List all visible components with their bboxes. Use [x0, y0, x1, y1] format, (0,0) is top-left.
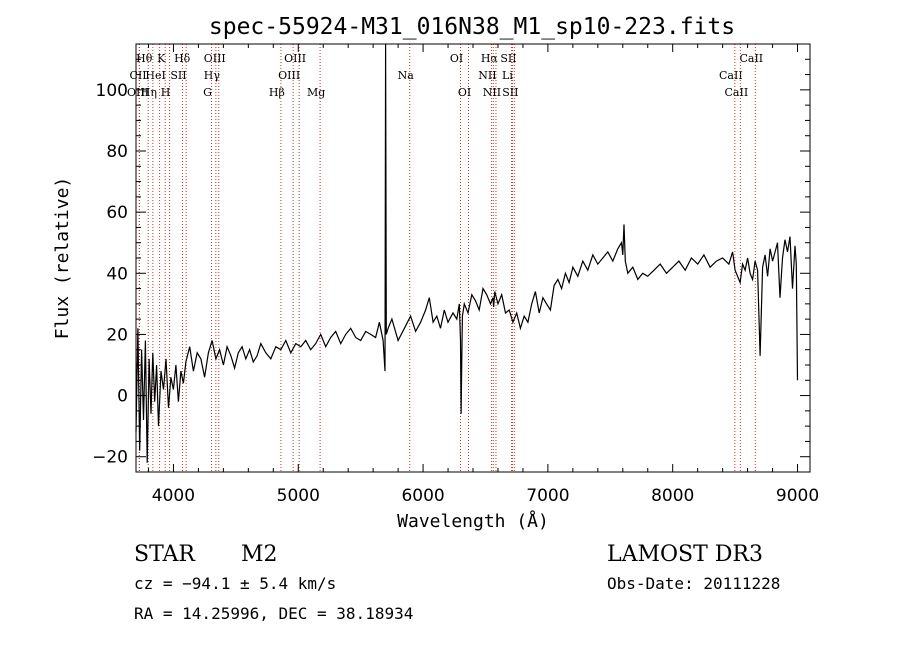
x-tick-label: 4000	[152, 486, 195, 506]
line-marker-label: CII	[129, 69, 146, 82]
line-marker-label: HeI	[145, 69, 165, 82]
line-marker-label: Hγ	[204, 69, 221, 82]
y-tick-label: 60	[106, 203, 128, 223]
line-marker-label: CaII	[719, 69, 743, 82]
x-tick-label: 9000	[776, 486, 819, 506]
line-marker-label: NII	[483, 86, 501, 99]
spectrum-line-flux	[135, 43, 799, 463]
line-marker-label: SII	[500, 52, 516, 65]
y-axis: −20 0 20 40 60 80 100	[92, 43, 810, 473]
line-marker-label: Na	[398, 69, 415, 82]
y-tick-label: 80	[106, 142, 128, 162]
x-tick-label: 6000	[401, 486, 444, 506]
line-marker-label: Hη	[141, 86, 157, 99]
spectrum-series	[135, 43, 799, 463]
line-marker-label: K	[157, 52, 166, 65]
y-tick-label: 100	[96, 81, 128, 101]
spectral-line-markers: Hθ CII OIII K HeI Hη Hδ SII H OIII Hγ G OIII OIII Hβ Mg…	[127, 44, 763, 472]
line-marker-label: SII	[170, 69, 186, 82]
line-marker-label: Li	[502, 69, 513, 82]
line-marker-label: OIII	[127, 86, 149, 99]
line-marker-label: CaII	[739, 52, 763, 65]
line-marker-label: OIII	[284, 52, 306, 65]
line-marker-label: Hβ	[269, 86, 285, 99]
observation-date: Obs-Date: 20111228	[607, 574, 780, 593]
x-axis: 4000 5000 6000 7000 8000 9000	[147, 44, 819, 506]
line-marker-label: OI	[458, 86, 471, 99]
y-tick-label: 20	[106, 325, 128, 345]
plot-frame	[135, 43, 811, 473]
x-tick-label: 8000	[651, 486, 694, 506]
line-marker-label: Hα	[481, 52, 499, 65]
line-marker-label: CaII	[725, 86, 749, 99]
x-tick-label: 5000	[277, 486, 320, 506]
chart-title: spec-55924-M31_016N38_M1_sp10-223.fits	[209, 14, 735, 40]
velocity-readout: cz = −94.1 ± 5.4 km/s	[134, 574, 336, 593]
line-marker-label: OIII	[204, 52, 226, 65]
object-class: STAR	[134, 542, 196, 567]
sky-coordinates: RA = 14.25996, DEC = 38.18934	[134, 604, 413, 623]
line-marker-label: Hθ	[136, 52, 153, 65]
object-subclass: M2	[241, 542, 278, 567]
y-tick-label: 0	[117, 387, 128, 407]
line-marker-label: Mg	[307, 86, 325, 99]
line-marker-label: OIII	[278, 69, 300, 82]
line-marker-label: G	[203, 86, 212, 99]
line-marker-label: H	[161, 86, 171, 99]
line-marker-label: Hδ	[174, 52, 191, 65]
x-axis-label: Wavelength (Å)	[397, 510, 549, 532]
x-tick-label: 7000	[526, 486, 569, 506]
y-tick-label: −20	[92, 448, 128, 468]
line-marker-label: SII	[502, 86, 518, 99]
y-axis-label: Flux (relative)	[52, 177, 73, 340]
line-marker-label: OI	[450, 52, 463, 65]
y-tick-label: 40	[106, 264, 128, 284]
line-marker-label: NII	[478, 69, 496, 82]
survey-name: LAMOST DR3	[607, 542, 763, 567]
